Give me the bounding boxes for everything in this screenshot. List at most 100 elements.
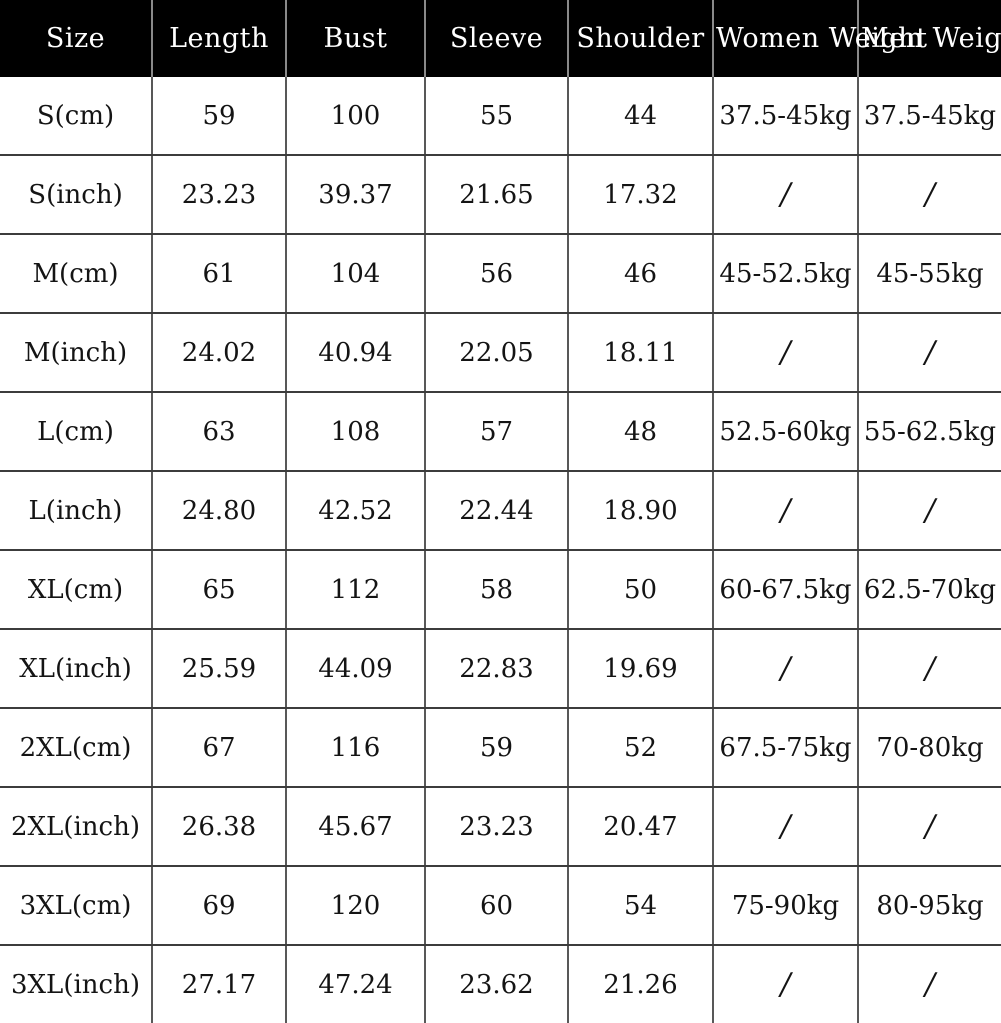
cell-length: 24.02 [152,313,287,393]
table-row: XL(inch) 25.59 44.09 22.83 19.69// [0,629,1001,709]
cell-men: / [858,629,1001,709]
cell-bust: 104 [286,234,426,314]
cell-sleeve: 60 [425,866,569,946]
cell-bust: 40.94 [286,313,426,393]
cell-men: 70-80kg [858,708,1001,788]
table-row: 2XL(inch) 26.38 45.67 23.23 20.47// [0,787,1001,867]
cell-size: 3XL(inch) [0,945,153,1023]
cell-shoulder: 48 [568,392,714,472]
cell-length: 23.23 [152,155,287,235]
cell-bust: 112 [286,550,426,630]
cell-length: 59 [152,77,287,156]
cell-bust: 39.37 [286,155,426,235]
cell-men: / [858,313,1001,393]
cell-women: / [713,945,859,1023]
cell-men: / [858,471,1001,551]
cell-sleeve: 55 [425,77,569,156]
table-row: S(inch) 23.23 39.37 21.65 17.32// [0,155,1001,235]
cell-women: / [713,629,859,709]
cell-size: S(inch) [0,155,153,235]
table-row: S(cm) 59 100 55 44 37.5-45kg 37.5-45kg [0,77,1001,156]
cell-length: 65 [152,550,287,630]
cell-bust: 45.67 [286,787,426,867]
cell-bust: 42.52 [286,471,426,551]
cell-sleeve: 58 [425,550,569,630]
cell-sleeve: 23.23 [425,787,569,867]
table-header: Size Length Bust Sleeve Shoulder Women Weight… [0,0,1001,77]
cell-shoulder: 18.90 [568,471,714,551]
cell-shoulder: 46 [568,234,714,314]
cell-sleeve: 56 [425,234,569,314]
header-row: Size Length Bust Sleeve Shoulder Women Weight… [0,0,1001,77]
cell-women: 60-67.5kg [713,550,859,630]
cell-size: S(cm) [0,77,153,156]
cell-length: 69 [152,866,287,946]
cell-bust: 44.09 [286,629,426,709]
cell-bust: 108 [286,392,426,472]
cell-sleeve: 21.65 [425,155,569,235]
cell-shoulder: 19.69 [568,629,714,709]
cell-women: 67.5-75kg [713,708,859,788]
cell-shoulder: 20.47 [568,787,714,867]
cell-shoulder: 21.26 [568,945,714,1023]
table-row: 3XL(cm) 69 120 60 54 75-90kg 80-95kg [0,866,1001,946]
cell-bust: 47.24 [286,945,426,1023]
cell-bust: 120 [286,866,426,946]
cell-women: 52.5-60kg [713,392,859,472]
column-header-women: Women Weight [713,0,927,77]
cell-size: 2XL(cm) [0,708,153,788]
cell-men: 45-55kg [858,234,1001,314]
cell-men: 55-62.5kg [858,392,1001,472]
cell-men: / [858,945,1001,1023]
cell-size: 3XL(cm) [0,866,153,946]
cell-length: 63 [152,392,287,472]
cell-men: 80-95kg [858,866,1001,946]
column-header-size: Size [0,0,153,77]
cell-size: M(cm) [0,234,153,314]
cell-length: 61 [152,234,287,314]
cell-sleeve: 22.05 [425,313,569,393]
cell-length: 26.38 [152,787,287,867]
column-header-sleeve: Sleeve [425,0,569,77]
column-header-shoulder: Shoulder [568,0,714,77]
cell-women: / [713,471,859,551]
cell-length: 25.59 [152,629,287,709]
cell-shoulder: 18.11 [568,313,714,393]
cell-women: 75-90kg [713,866,859,946]
cell-sleeve: 23.62 [425,945,569,1023]
cell-shoulder: 44 [568,77,714,156]
cell-shoulder: 50 [568,550,714,630]
cell-size: XL(cm) [0,550,153,630]
table-row: 3XL(inch) 27.17 47.24 23.62 21.26// [0,945,1001,1023]
cell-men: 37.5-45kg [858,77,1001,156]
cell-women: 45-52.5kg [713,234,859,314]
table-row: 2XL(cm) 67 116 59 52 67.5-75kg 70-80kg [0,708,1001,788]
cell-sleeve: 57 [425,392,569,472]
cell-women: 37.5-45kg [713,77,859,156]
table-row: L(inch) 24.80 42.52 22.44 18.90// [0,471,1001,551]
cell-size: L(inch) [0,471,153,551]
cell-men: / [858,787,1001,867]
cell-sleeve: 22.44 [425,471,569,551]
cell-women: / [713,313,859,393]
cell-shoulder: 52 [568,708,714,788]
column-header-length: Length [152,0,287,77]
cell-men: 62.5-70kg [858,550,1001,630]
table-row: L(cm) 63 108 57 48 52.5-60kg 55-62.5kg [0,392,1001,472]
table-row: XL(cm) 65 112 58 50 60-67.5kg 62.5-70kg [0,550,1001,630]
cell-shoulder: 54 [568,866,714,946]
column-header-men: Men Weight [858,0,1001,77]
cell-length: 67 [152,708,287,788]
cell-length: 27.17 [152,945,287,1023]
cell-size: 2XL(inch) [0,787,153,867]
cell-size: L(cm) [0,392,153,472]
cell-size: M(inch) [0,313,153,393]
cell-length: 24.80 [152,471,287,551]
cell-size: XL(inch) [0,629,153,709]
cell-sleeve: 22.83 [425,629,569,709]
column-header-bust: Bust [286,0,426,77]
cell-shoulder: 17.32 [568,155,714,235]
cell-sleeve: 59 [425,708,569,788]
table-row: M(cm) 61 104 56 46 45-52.5kg 45-55kg [0,234,1001,314]
